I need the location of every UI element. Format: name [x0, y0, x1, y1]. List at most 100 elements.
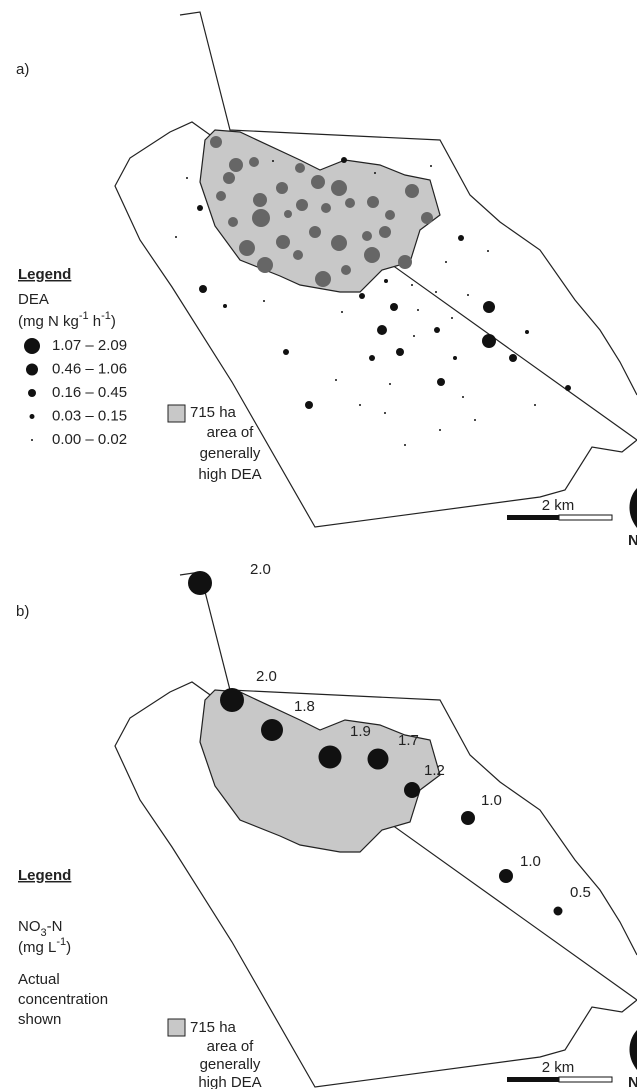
scale-bar-black — [507, 1077, 559, 1082]
sample-label: 1.7 — [398, 732, 419, 749]
legend-unit-part: (mg N kg — [18, 313, 79, 330]
dea-dot — [451, 317, 453, 319]
panel-label: a) — [16, 61, 29, 78]
dea-dot — [434, 327, 440, 333]
dea-dot — [321, 203, 331, 213]
dea-dot — [377, 325, 387, 335]
dea-dot — [509, 354, 517, 362]
sample-label: 0.5 — [570, 884, 591, 901]
dea-dot — [367, 196, 379, 208]
dea-dot — [295, 163, 305, 173]
sample-label: 2.0 — [250, 561, 271, 578]
dea-dot — [462, 396, 464, 398]
dea-dot — [458, 235, 464, 241]
sample-label: 1.2 — [424, 762, 445, 779]
legend-unit-part: ) — [111, 313, 116, 330]
legend-note: shown — [18, 1011, 61, 1028]
legend-class: 0.46 – 1.06 — [52, 360, 127, 377]
north-arrow — [629, 1030, 637, 1070]
dea-dot — [435, 291, 437, 293]
dea-dot — [253, 193, 267, 207]
dea-dot — [311, 175, 325, 189]
legend-note: concentration — [18, 991, 108, 1008]
dea-dot — [362, 231, 372, 241]
legend-unit-part: -1 — [79, 310, 89, 322]
sample-label: 1.0 — [520, 853, 541, 870]
scale-label: 2 km — [542, 497, 575, 514]
legend-symbol — [28, 389, 36, 397]
dea-dot — [437, 378, 445, 386]
dea-dot — [341, 265, 351, 275]
legend-title: Legend — [18, 867, 71, 884]
dea-dot — [228, 217, 238, 227]
dea-dot — [405, 184, 419, 198]
dea-dot — [283, 349, 289, 355]
panel-label: b) — [16, 603, 29, 620]
legend-class: 0.03 – 0.15 — [52, 407, 127, 424]
area-swatch — [167, 1018, 186, 1037]
north-label: N — [628, 1074, 637, 1089]
dea-dot — [439, 429, 441, 431]
dea-dot — [284, 210, 292, 218]
legend-variable-part: -N — [47, 918, 63, 935]
dea-dot — [341, 311, 343, 313]
dea-dot — [210, 136, 222, 148]
dea-dot — [305, 401, 313, 409]
dea-dot — [263, 300, 265, 302]
dea-dot — [483, 301, 495, 313]
legend-symbol — [24, 338, 40, 354]
dea-dot — [315, 271, 331, 287]
dea-dot — [398, 255, 412, 269]
dea-dot — [229, 158, 243, 172]
dea-dot — [467, 294, 469, 296]
dea-dot — [453, 356, 457, 360]
dea-dot — [345, 198, 355, 208]
sample-point — [553, 906, 563, 916]
dea-dot — [223, 172, 235, 184]
legend-symbol — [29, 414, 35, 419]
legend-unit-part: (mg L — [18, 939, 56, 956]
area-label: generally — [200, 1056, 261, 1073]
area-label: generally — [200, 445, 261, 462]
legend-variable: NO3-N — [18, 918, 62, 939]
area-label: high DEA — [198, 466, 261, 483]
dea-dot — [331, 235, 347, 251]
scale-bar-black — [507, 515, 559, 520]
dea-dot — [341, 157, 347, 163]
dea-dot — [534, 404, 536, 406]
dea-dot — [430, 165, 432, 167]
legend-unit: (mg N kg-1 h-1) — [18, 310, 116, 330]
legend-variable: DEA — [18, 291, 49, 308]
sample-point — [318, 745, 342, 769]
dea-dot — [309, 226, 321, 238]
dea-dot — [296, 199, 308, 211]
area-label: 715 ha — [190, 404, 237, 421]
dea-dot — [272, 160, 274, 162]
dea-dot — [404, 444, 406, 446]
legend-title: Legend — [18, 266, 71, 283]
dea-dot — [186, 177, 188, 179]
dea-dot — [445, 261, 447, 263]
dea-dot — [385, 210, 395, 220]
dea-dot — [239, 240, 255, 256]
scale-bar-white — [558, 514, 613, 521]
dea-dot — [384, 412, 386, 414]
legend-unit-part: h — [89, 313, 102, 330]
dea-dot — [487, 250, 489, 252]
sample-point — [461, 811, 475, 825]
legend-class: 1.07 – 2.09 — [52, 337, 127, 354]
dea-dot — [482, 334, 496, 348]
sample-point — [367, 748, 389, 770]
legend-unit-part: -1 — [56, 936, 66, 948]
legend-class: 0.16 – 0.45 — [52, 384, 127, 401]
dea-dot — [374, 172, 376, 174]
dea-dot — [276, 182, 288, 194]
dea-dot — [411, 284, 413, 286]
area-label: high DEA — [198, 1074, 261, 1089]
dea-dot — [276, 235, 290, 249]
dea-dot — [331, 180, 347, 196]
sample-label: 1.0 — [481, 792, 502, 809]
dea-dot — [223, 304, 227, 308]
sample-point — [188, 571, 212, 595]
